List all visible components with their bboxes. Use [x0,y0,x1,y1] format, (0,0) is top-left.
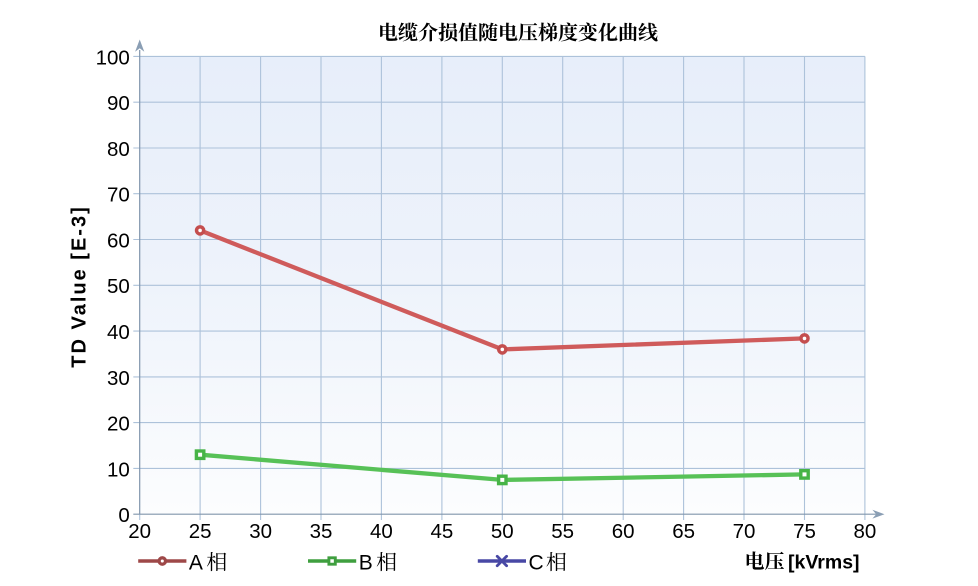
svg-text:70: 70 [733,520,756,543]
svg-text:[kVrms]: [kVrms] [788,551,860,573]
svg-text:40: 40 [107,321,130,344]
svg-text:75: 75 [793,520,816,543]
svg-text:80: 80 [853,520,876,543]
svg-text:0: 0 [118,504,129,527]
svg-text:100: 100 [96,46,130,69]
svg-text:B: B [359,552,373,575]
svg-text:40: 40 [370,520,393,543]
svg-text:TD Value [E-3]: TD Value [E-3] [68,205,90,367]
svg-text:35: 35 [310,520,333,543]
svg-text:65: 65 [672,520,695,543]
svg-text:20: 20 [128,520,151,543]
svg-text:70: 70 [107,184,130,207]
svg-text:90: 90 [107,92,130,115]
svg-text:55: 55 [551,520,574,543]
svg-text:60: 60 [107,229,130,252]
svg-text:20: 20 [107,413,130,436]
svg-text:50: 50 [491,520,514,543]
svg-text:60: 60 [612,520,635,543]
svg-text:45: 45 [430,520,453,543]
svg-text:30: 30 [249,520,272,543]
svg-text:C: C [529,552,544,575]
svg-text:80: 80 [107,138,130,161]
svg-text:10: 10 [107,458,130,481]
svg-text:30: 30 [107,367,130,390]
svg-text:25: 25 [189,520,212,543]
svg-text:A: A [189,552,203,575]
svg-text:50: 50 [107,275,130,298]
